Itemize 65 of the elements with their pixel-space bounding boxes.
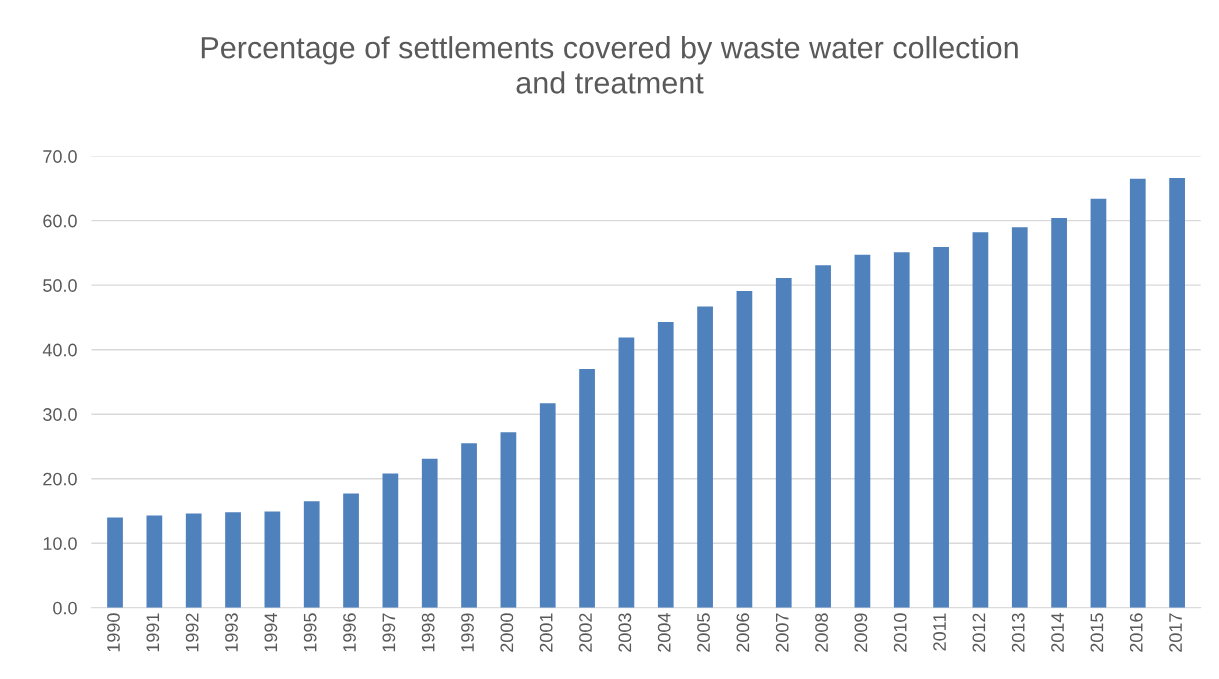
bar (972, 232, 989, 608)
bar (1090, 198, 1107, 608)
x-tick-label: 1997 (382, 613, 396, 652)
x-tick-label: 2002 (579, 613, 592, 652)
bar (146, 515, 163, 608)
x-tick-label: 2013 (1011, 613, 1025, 652)
x-tick-label: 2011 (933, 613, 946, 651)
x-tick-label: 1998 (421, 613, 435, 652)
x-tick-label: 1993 (225, 613, 238, 652)
y-tick-label: 60.0 (43, 214, 77, 228)
bar (697, 306, 713, 608)
bar (382, 473, 399, 608)
x-tick-label: 1995 (303, 613, 317, 652)
x-tick-label: 1991 (146, 613, 160, 652)
x-tick-label: 2009 (854, 613, 868, 652)
bar (775, 278, 792, 608)
bar (1011, 227, 1028, 608)
x-tick-label: 1992 (185, 613, 199, 652)
bar (579, 369, 595, 608)
x-tick-label: 2014 (1051, 613, 1064, 652)
bar (1169, 178, 1185, 608)
x-tick-label: 2015 (1090, 613, 1104, 652)
x-tick-label: 2004 (657, 613, 671, 652)
bar (1051, 218, 1067, 608)
bar (933, 247, 949, 608)
bar (893, 252, 910, 608)
x-tick-label: 1990 (107, 613, 120, 652)
bar (264, 511, 281, 608)
x-tick-label: 2005 (697, 613, 710, 652)
y-tick-label: 70.0 (43, 150, 77, 163)
bar (657, 321, 674, 608)
x-tick-label: 2008 (815, 613, 828, 652)
bar (539, 403, 556, 608)
x-tick-label: 2012 (972, 613, 986, 652)
x-tick-label: 2003 (618, 613, 632, 652)
bar (303, 501, 320, 608)
bar (225, 512, 241, 608)
bar (1129, 178, 1146, 608)
bar (500, 432, 517, 608)
x-tick-label: 2007 (775, 613, 789, 652)
x-tick-label: 2001 (539, 613, 553, 652)
bar (343, 493, 359, 608)
y-tick-label: 50.0 (43, 279, 77, 292)
y-tick-label: 0.0 (53, 601, 77, 615)
y-tick-label: 10.0 (43, 537, 77, 550)
bar (618, 337, 635, 608)
x-tick-label: 2006 (736, 613, 750, 652)
x-tick-label: 1994 (264, 613, 278, 652)
y-tick-label: 30.0 (43, 408, 77, 421)
x-tick-label: 2000 (500, 613, 514, 652)
bar (421, 458, 438, 608)
y-tick-label: 20.0 (43, 472, 77, 486)
x-tick-label: 2016 (1129, 613, 1143, 652)
x-tick-label: 1999 (461, 613, 474, 652)
bar (461, 443, 477, 608)
bar (107, 517, 123, 608)
bar (815, 265, 831, 608)
bar (854, 254, 871, 608)
x-tick-label: 2017 (1169, 613, 1182, 652)
bar (736, 290, 753, 608)
bar (185, 513, 202, 608)
y-tick-label: 40.0 (42, 343, 77, 357)
x-tick-label: 2010 (893, 613, 907, 652)
x-tick-label: 1996 (343, 613, 356, 652)
chart-title: Percentage of settlements covered by waste water collection and treatment (201, 36, 1018, 94)
